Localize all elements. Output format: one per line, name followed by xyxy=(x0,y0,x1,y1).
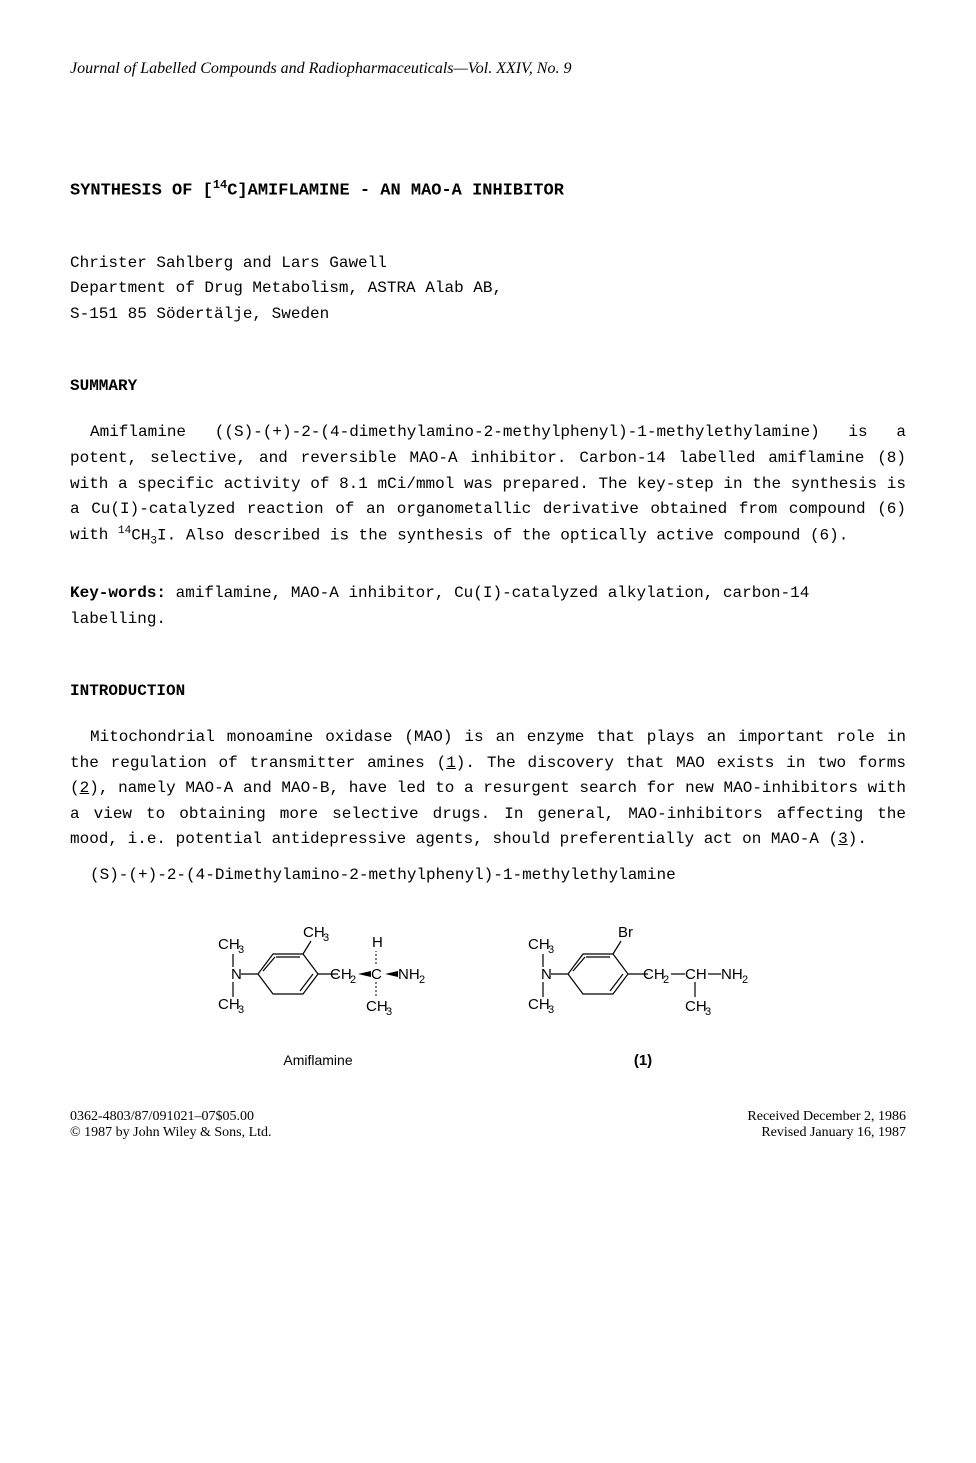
chemical-structures: CH 3 N CH 3 CH 3 CH 2 C xyxy=(70,919,906,1069)
authors-affiliation: Department of Drug Metabolism, ASTRA Ala… xyxy=(70,276,906,302)
page-footer: 0362-4803/87/091021–07$05.00 © 1987 by J… xyxy=(70,1109,906,1141)
svg-text:NH: NH xyxy=(398,966,420,983)
structure1-label: Amiflamine xyxy=(203,1052,433,1068)
svg-text:3: 3 xyxy=(238,944,244,956)
summary-chem: CH xyxy=(131,526,150,544)
svg-text:2: 2 xyxy=(742,974,748,986)
svg-text:CH: CH xyxy=(303,924,325,941)
compound-name: (S)-(+)-2-(4-Dimethylamino-2-methylpheny… xyxy=(70,863,906,889)
svg-text:CH: CH xyxy=(685,966,707,983)
introduction-paragraph: Mitochondrial monoamine oxidase (MAO) is… xyxy=(70,725,906,853)
title-prefix: SYNTHESIS OF [ xyxy=(70,182,213,201)
intro-ref-3: 3 xyxy=(838,830,848,848)
svg-text:CH: CH xyxy=(528,936,550,953)
keywords-text: amiflamine, MAO-A inhibitor, Cu(I)-catal… xyxy=(70,584,809,628)
svg-text:2: 2 xyxy=(663,974,669,986)
svg-text:Br: Br xyxy=(618,924,633,941)
intro-ref-1: 1 xyxy=(446,754,456,772)
summary-text-2: I. Also described is the synthesis of th… xyxy=(157,526,848,544)
summary-heading: SUMMARY xyxy=(70,377,906,395)
footer-issn: 0362-4803/87/091021–07$05.00 xyxy=(70,1109,272,1125)
structure2-number: (1) xyxy=(513,1052,773,1069)
intro-ref-2: 2 xyxy=(80,779,90,797)
svg-text:NH: NH xyxy=(721,966,743,983)
compound1-svg: CH 3 N CH 3 Br CH 2 CH NH xyxy=(513,919,773,1039)
svg-text:CH: CH xyxy=(528,996,550,1013)
article-title: SYNTHESIS OF [14C]AMIFLAMINE - AN MAO-A … xyxy=(70,178,906,201)
svg-text:3: 3 xyxy=(705,1006,711,1018)
svg-text:CH: CH xyxy=(330,966,352,983)
svg-text:N: N xyxy=(231,966,242,983)
introduction-heading: INTRODUCTION xyxy=(70,682,906,700)
svg-text:CH: CH xyxy=(366,998,388,1015)
summary-paragraph: Amiflamine ((S)-(+)-2-(4-dimethylamino-2… xyxy=(70,420,906,550)
svg-text:3: 3 xyxy=(238,1004,244,1016)
keywords-label: Key-words: xyxy=(70,584,166,602)
authors-block: Christer Sahlberg and Lars Gawell Depart… xyxy=(70,251,906,328)
svg-text:3: 3 xyxy=(548,944,554,956)
svg-text:CH: CH xyxy=(218,996,240,1013)
structure-compound-1: CH 3 N CH 3 Br CH 2 CH NH xyxy=(513,919,773,1069)
summary-superscript: 14 xyxy=(118,525,131,537)
svg-text:C: C xyxy=(371,966,382,983)
title-suffix: C]AMIFLAMINE - AN MAO-A INHIBITOR xyxy=(227,182,564,201)
svg-text:2: 2 xyxy=(419,974,425,986)
intro-text-1d: ). xyxy=(848,830,867,848)
keywords-block: Key-words: amiflamine, MAO-A inhibitor, … xyxy=(70,581,906,632)
svg-text:CH: CH xyxy=(685,998,707,1015)
authors-address: S-151 85 Södertälje, Sweden xyxy=(70,302,906,328)
structure-amiflamine: CH 3 N CH 3 CH 3 CH 2 C xyxy=(203,919,433,1069)
amiflamine-svg: CH 3 N CH 3 CH 3 CH 2 C xyxy=(203,919,433,1039)
svg-text:N: N xyxy=(541,966,552,983)
footer-right: Received December 2, 1986 Revised Januar… xyxy=(747,1109,906,1141)
svg-text:CH: CH xyxy=(643,966,665,983)
svg-text:CH: CH xyxy=(218,936,240,953)
footer-revised: Revised January 16, 1987 xyxy=(747,1125,906,1141)
footer-received: Received December 2, 1986 xyxy=(747,1109,906,1125)
svg-text:2: 2 xyxy=(350,974,356,986)
journal-header: Journal of Labelled Compounds and Radiop… xyxy=(70,60,906,78)
svg-text:H: H xyxy=(372,934,383,951)
svg-text:3: 3 xyxy=(323,932,329,944)
intro-text-1c: ), namely MAO-A and MAO-B, have led to a… xyxy=(70,779,906,848)
authors-names: Christer Sahlberg and Lars Gawell xyxy=(70,251,906,277)
svg-text:3: 3 xyxy=(386,1006,392,1018)
svg-text:3: 3 xyxy=(548,1004,554,1016)
footer-left: 0362-4803/87/091021–07$05.00 © 1987 by J… xyxy=(70,1109,272,1141)
title-superscript: 14 xyxy=(213,178,227,192)
footer-copyright: © 1987 by John Wiley & Sons, Ltd. xyxy=(70,1125,272,1141)
